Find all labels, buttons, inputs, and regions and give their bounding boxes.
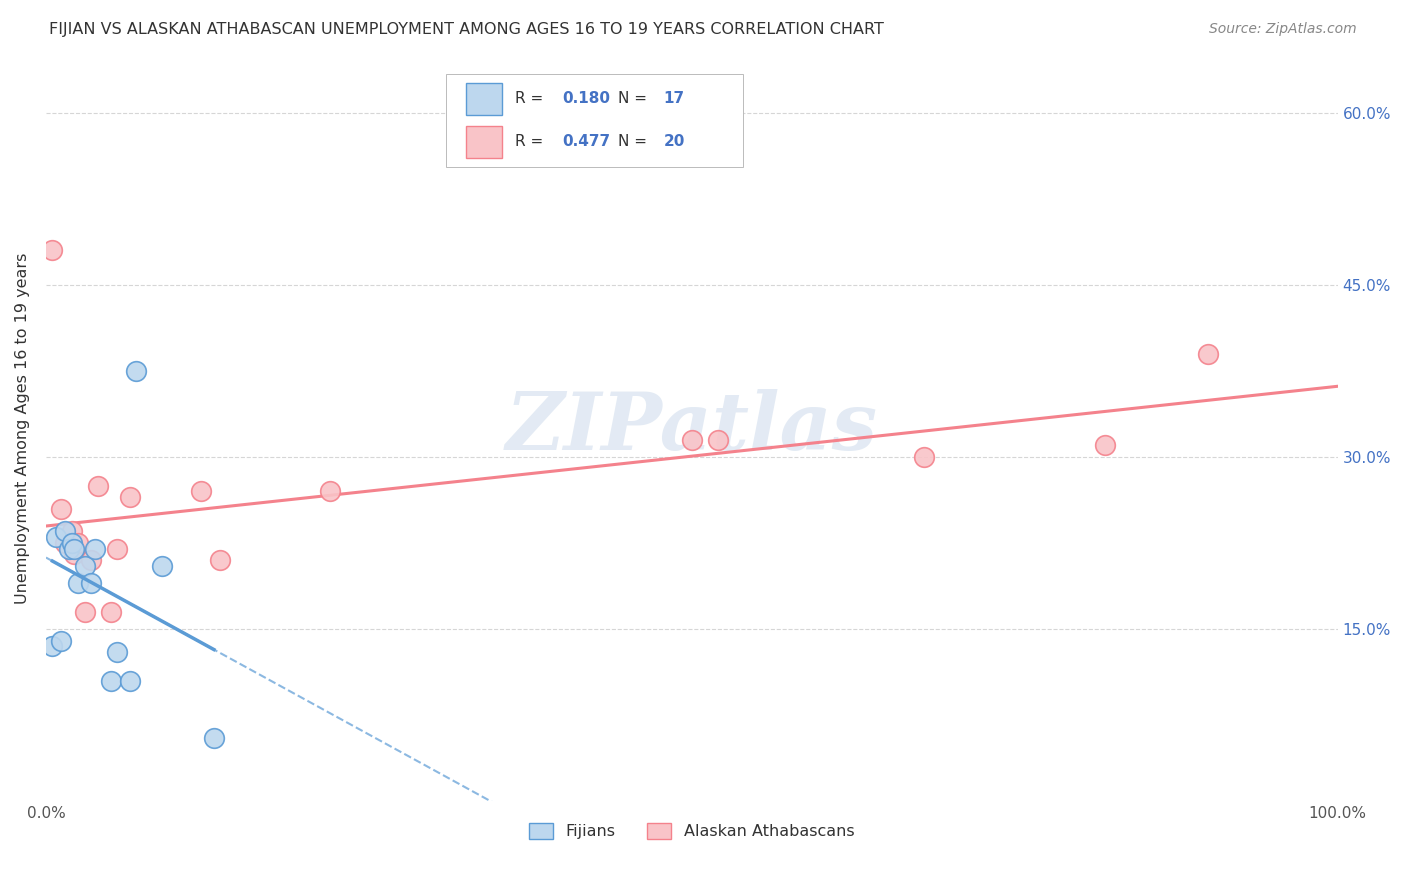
FancyBboxPatch shape xyxy=(465,126,502,158)
Text: R =: R = xyxy=(515,135,548,149)
Point xyxy=(80,576,103,591)
Point xyxy=(84,541,107,556)
Point xyxy=(67,536,90,550)
Point xyxy=(118,673,141,688)
Point xyxy=(100,605,122,619)
Point xyxy=(706,433,728,447)
Point xyxy=(100,673,122,688)
Point xyxy=(105,645,128,659)
Point xyxy=(41,244,63,258)
Point xyxy=(118,490,141,504)
Point xyxy=(67,576,90,591)
Point xyxy=(912,450,935,464)
Text: 0.477: 0.477 xyxy=(562,135,610,149)
Point xyxy=(51,633,73,648)
Point xyxy=(53,524,76,539)
Text: N =: N = xyxy=(619,92,652,106)
Point xyxy=(319,484,342,499)
Text: 17: 17 xyxy=(664,92,685,106)
Point xyxy=(681,433,703,447)
Text: 0.180: 0.180 xyxy=(562,92,610,106)
Point xyxy=(45,530,67,544)
Point xyxy=(80,553,103,567)
Point xyxy=(63,541,86,556)
Point xyxy=(63,548,86,562)
Point xyxy=(73,558,96,573)
Point xyxy=(51,501,73,516)
Text: FIJIAN VS ALASKAN ATHABASCAN UNEMPLOYMENT AMONG AGES 16 TO 19 YEARS CORRELATION : FIJIAN VS ALASKAN ATHABASCAN UNEMPLOYMEN… xyxy=(49,22,884,37)
Point xyxy=(125,364,148,378)
Text: Source: ZipAtlas.com: Source: ZipAtlas.com xyxy=(1209,22,1357,37)
Point xyxy=(190,484,212,499)
Point xyxy=(1198,346,1220,360)
Text: N =: N = xyxy=(619,135,652,149)
Legend: Fijians, Alaskan Athabascans: Fijians, Alaskan Athabascans xyxy=(523,816,862,846)
FancyBboxPatch shape xyxy=(465,83,502,115)
Text: R =: R = xyxy=(515,92,548,106)
Point xyxy=(60,524,83,539)
Point xyxy=(41,640,63,654)
Point xyxy=(202,731,225,745)
Point xyxy=(86,478,108,492)
Point xyxy=(60,536,83,550)
FancyBboxPatch shape xyxy=(446,74,744,167)
Point xyxy=(1094,438,1116,452)
Point xyxy=(150,558,173,573)
Point xyxy=(58,541,80,556)
Text: ZIPatlas: ZIPatlas xyxy=(506,390,877,467)
Point xyxy=(53,536,76,550)
Text: 20: 20 xyxy=(664,135,685,149)
Y-axis label: Unemployment Among Ages 16 to 19 years: Unemployment Among Ages 16 to 19 years xyxy=(15,252,30,604)
Point xyxy=(105,541,128,556)
Point xyxy=(73,605,96,619)
Point xyxy=(209,553,232,567)
